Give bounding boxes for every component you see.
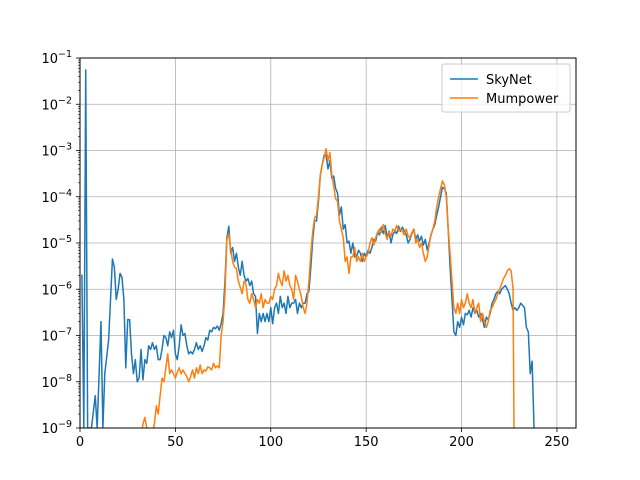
y-tick-label: 10−6 <box>41 280 72 298</box>
x-tick-label: 150 <box>354 435 379 450</box>
y-tick-exponent: −3 <box>58 142 72 153</box>
x-tick-label: 50 <box>167 435 184 450</box>
y-tick-base: 10 <box>41 52 58 67</box>
y-tick-label: 10−2 <box>41 95 72 113</box>
y-tick-exponent: −7 <box>58 327 72 338</box>
x-tick-label: 100 <box>258 435 283 450</box>
y-tick-exponent: −1 <box>58 49 72 60</box>
y-tick-label: 10−5 <box>41 234 72 252</box>
y-tick-label: 10−7 <box>41 327 72 345</box>
y-tick-label: 10−1 <box>41 49 72 67</box>
y-tick-exponent: −6 <box>58 280 72 291</box>
y-tick-exponent: −8 <box>58 373 72 384</box>
y-axis: 10−910−810−710−610−510−410−310−210−1 <box>41 49 80 437</box>
y-tick-base: 10 <box>41 422 58 437</box>
y-tick-base: 10 <box>41 330 58 345</box>
y-tick-exponent: −4 <box>58 188 72 199</box>
y-tick-base: 10 <box>41 145 58 160</box>
legend: SkyNet Mumpower <box>441 63 571 113</box>
y-tick-label: 10−9 <box>41 419 72 437</box>
series-line-mumpower <box>117 147 515 428</box>
y-tick-exponent: −5 <box>58 234 72 245</box>
y-tick-exponent: −2 <box>58 95 72 106</box>
y-tick-label: 10−3 <box>41 142 72 160</box>
x-axis: 0 50 100 150 200 250 <box>76 428 569 450</box>
series-layer <box>81 69 535 428</box>
legend-label: Mumpower <box>486 92 559 107</box>
legend-box <box>441 63 571 113</box>
x-tick-label: 0 <box>76 435 84 450</box>
y-tick-base: 10 <box>41 237 58 252</box>
y-tick-base: 10 <box>41 376 58 391</box>
y-tick-label: 10−8 <box>41 373 72 391</box>
y-tick-base: 10 <box>41 283 58 298</box>
y-tick-base: 10 <box>41 191 58 206</box>
x-tick-label: 250 <box>545 435 570 450</box>
y-tick-exponent: −9 <box>58 419 72 430</box>
x-tick-label: 200 <box>449 435 474 450</box>
y-tick-base: 10 <box>41 98 58 113</box>
legend-label: SkyNet <box>486 73 532 88</box>
y-tick-label: 10−4 <box>41 188 72 206</box>
